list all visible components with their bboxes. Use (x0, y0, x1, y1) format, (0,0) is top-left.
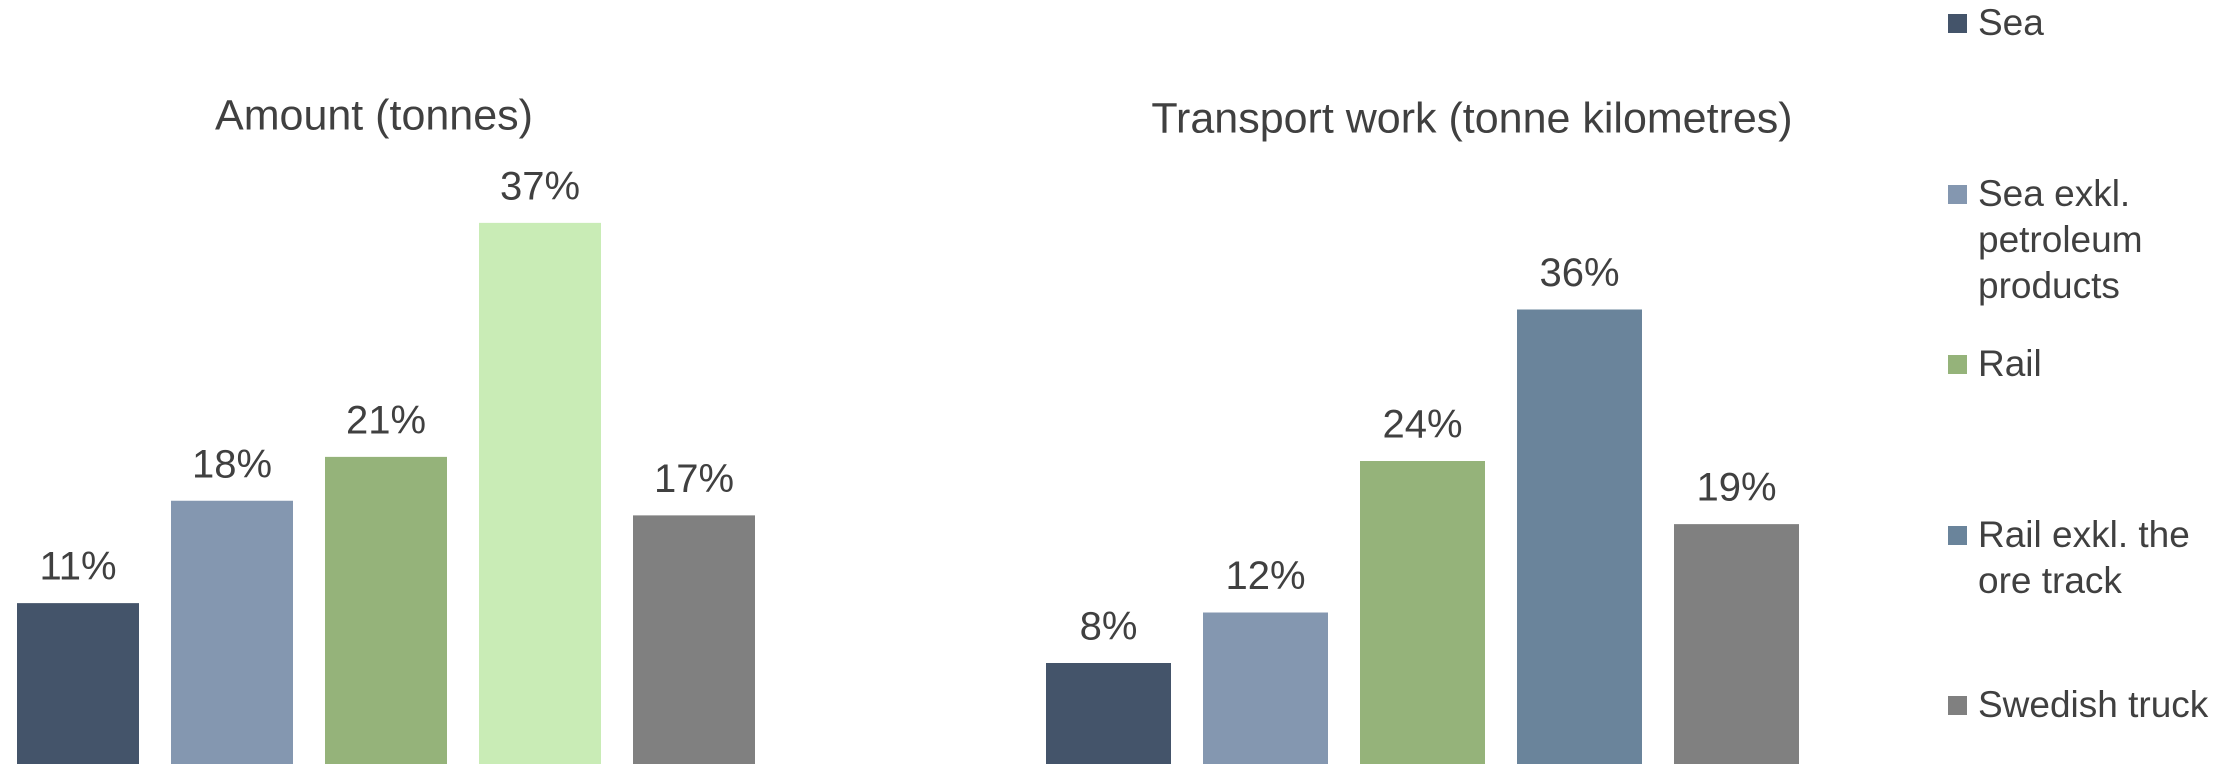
chart-title: Transport work (tonne kilometres) (1151, 94, 1792, 142)
legend-label: Sea exkl. petroleum products (1978, 172, 2143, 306)
legend-label: Swedish truck (1978, 684, 2209, 725)
bar (1203, 612, 1328, 764)
legend-label: Rail exkl. the ore track (1978, 513, 2190, 601)
data-label: 18% (192, 442, 272, 486)
legend-swatch (1948, 525, 1967, 545)
data-label: 11% (39, 545, 116, 589)
bar (325, 456, 447, 764)
bar (1517, 309, 1642, 764)
legend-swatch (1948, 14, 1967, 33)
data-label: 12% (1225, 554, 1305, 598)
data-label: 21% (346, 398, 426, 442)
data-label: 8% (1080, 605, 1138, 649)
data-label: 17% (654, 457, 734, 501)
bar (17, 603, 139, 764)
legend-label: Rail (1978, 343, 2042, 384)
data-label: 24% (1382, 403, 1462, 447)
bar (479, 222, 601, 764)
data-label: 37% (500, 164, 580, 208)
legend-label: Sea (1978, 2, 2044, 43)
bar (171, 500, 293, 764)
bar (1360, 461, 1485, 764)
legend-swatch (1948, 696, 1967, 715)
bar (1674, 524, 1799, 764)
legend-swatch (1948, 355, 1967, 374)
bar (1046, 663, 1171, 764)
data-label: 36% (1539, 251, 1619, 295)
legend-swatch (1948, 184, 1967, 204)
bar (633, 515, 755, 764)
chart-title: Amount (tonnes) (215, 91, 533, 139)
data-label: 19% (1696, 466, 1776, 510)
